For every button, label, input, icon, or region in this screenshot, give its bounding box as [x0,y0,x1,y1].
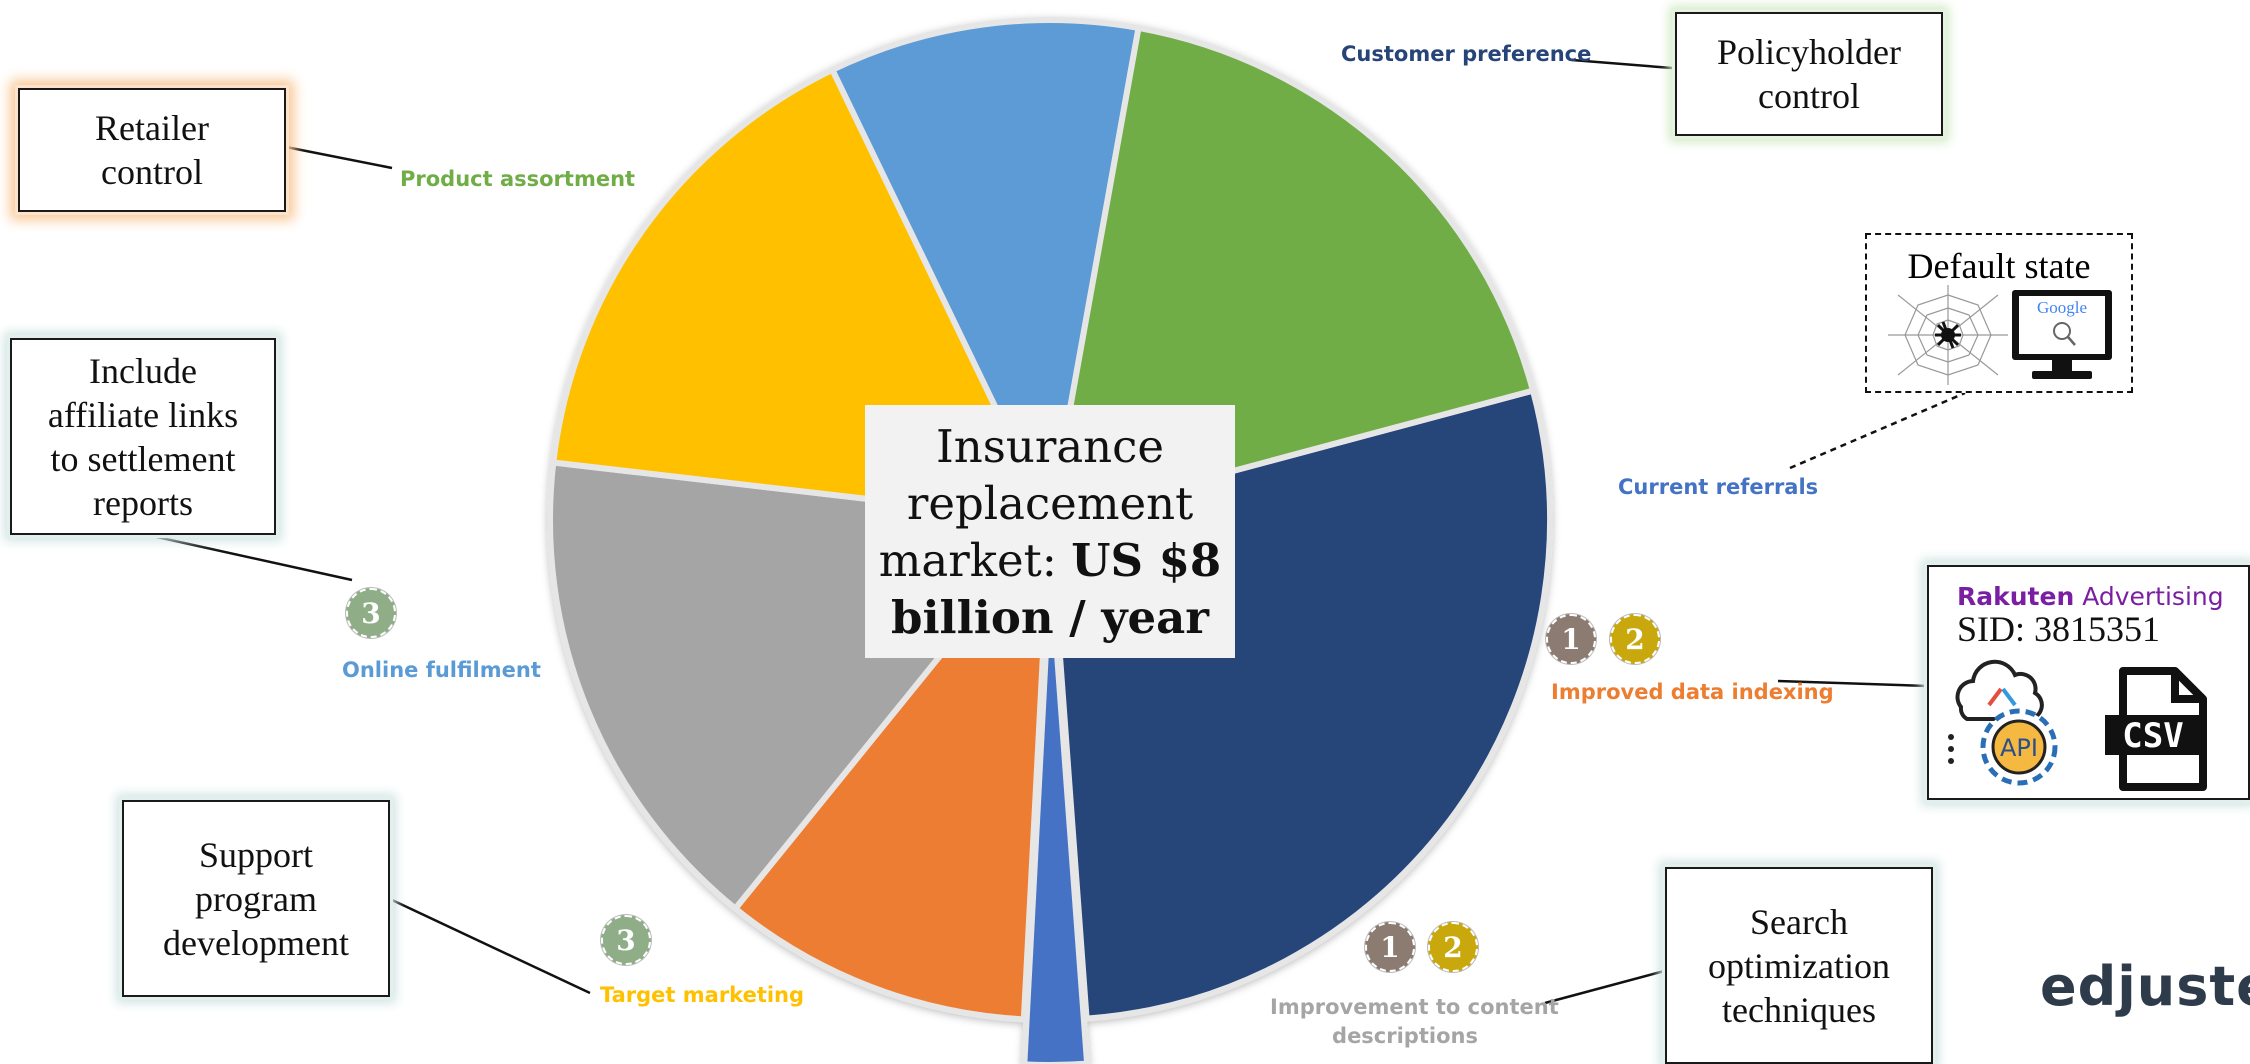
pie-slice-product-assortment [1047,24,1536,523]
google-monitor-icon: Google [2012,290,2112,379]
badge-1-content: 1 [1365,922,1415,972]
default-state-title: Default state [1907,246,2091,286]
slice-label-product-assortment: Product assortment [400,167,636,191]
center-line-4: billion / year [891,590,1209,644]
center-line-3: market: US $8 [878,533,1222,587]
slice-label-content-descriptions: Improvement to content descriptions [1270,995,1559,1048]
center-line-2: replacement [906,476,1194,530]
api-label: API [2000,734,2038,762]
slice-label-online-fulfilment: Online fulfilment [342,658,541,682]
callout-search-optimization: Search optimization techniques [1665,867,1933,1064]
leader-line-affiliate [147,533,353,582]
leader-line-retailer [285,145,393,170]
leader-line-policyholder [1571,58,1673,70]
leader-line-search [1544,968,1669,1005]
leader-line-support [391,898,591,995]
rakuten-logo: Rakuten Advertising [1957,582,2224,611]
rakuten-sid: SID: 3815351 [1957,609,2161,649]
center-market-label: Insurance replacement market: US $8 bill… [865,405,1235,658]
edjuster-brand-logo: edjuster [2040,955,2250,1018]
leader-line-default-state [1789,391,1966,470]
slice-label-target-marketing: Target marketing [600,983,805,1007]
callout-rakuten-advertising: Rakuten Advertising SID: 3815351 API CSV [1927,565,2250,800]
badge-2-content: 2 [1428,922,1478,972]
badge-1-data-indexing: 1 [1546,614,1596,664]
leader-line-rakuten [1777,679,1929,688]
badge-2-data-indexing: 2 [1610,614,1660,664]
badge-3-affiliate: 3 [346,588,396,638]
callout-support-program: Support program development [122,800,390,997]
callout-default-state: Default state Google [1865,233,2133,393]
google-logo-text: Google [2037,298,2087,317]
api-cloud-gear-icon: API [1948,659,2058,786]
callout-affiliate-links: Include affiliate links to settlement re… [10,338,276,535]
callout-retailer-control: Retailer control [18,88,286,212]
callout-policyholder-control: Policyholder control [1675,12,1943,136]
pie-slice-online-fulfilment [829,17,1142,523]
badge-3-target-marketing: 3 [601,915,651,965]
csv-label: CSV [2122,716,2183,756]
spider-web-icon [1888,285,2008,385]
slice-label-current-referrals: Current referrals [1618,475,1819,499]
csv-file-icon: CSV [2105,667,2207,791]
slice-label-customer-preference: Customer preference [1341,42,1592,66]
center-line-1: Insurance [936,419,1164,473]
slice-label-improved-data-indexing: Improved data indexing [1551,680,1834,704]
